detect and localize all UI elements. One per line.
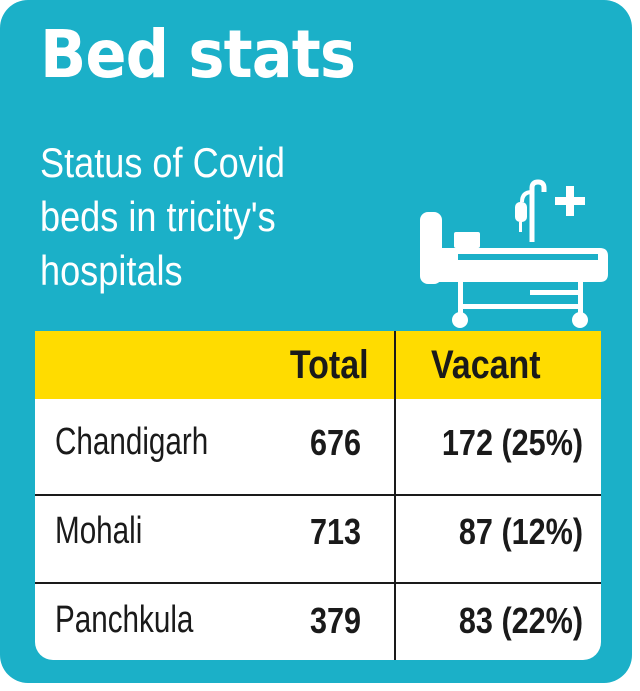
subtitle: Status of Covid beds in tricity's hospit… — [40, 136, 367, 298]
column-header-vacant: Vacant — [431, 343, 541, 387]
hospital-bed-plus-icon — [420, 179, 608, 328]
subtitle-line: hospitals — [40, 247, 183, 294]
table-row-city: Panchkula — [55, 599, 194, 641]
subtitle-line: beds in tricity's — [40, 193, 276, 240]
table-row-city: Chandigarh — [55, 421, 209, 463]
subtitle-line: Status of Covid — [40, 139, 285, 186]
table-row-vacant: 172 (25%) — [441, 422, 583, 463]
infographic-card: Bed stats Status of Covid beds in tricit… — [0, 0, 632, 683]
table-row-total: 713 — [309, 511, 361, 552]
row-divider — [35, 582, 601, 584]
table-header-row — [35, 331, 601, 399]
title: Bed stats — [40, 16, 356, 93]
table-row-city: Mohali — [55, 510, 143, 552]
column-divider — [394, 331, 396, 660]
row-divider — [35, 494, 601, 496]
table-row-total: 379 — [309, 600, 361, 641]
bed-stats-table: Total Vacant Chandigarh 676 172 (25%) Mo… — [35, 331, 601, 660]
table-row-vacant: 83 (22%) — [458, 600, 583, 641]
column-header-total: Total — [290, 343, 369, 387]
table-row-total: 676 — [309, 422, 361, 463]
table-row-vacant: 87 (12%) — [458, 511, 583, 552]
